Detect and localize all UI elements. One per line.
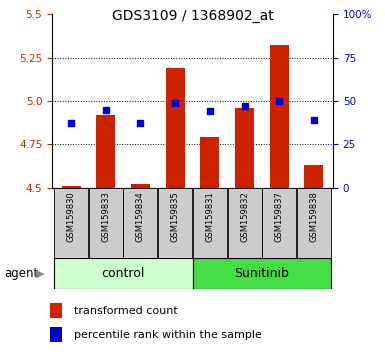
Point: [137, 121, 144, 126]
Bar: [192, 258, 331, 289]
Bar: [235, 108, 254, 188]
Text: agent: agent: [4, 267, 38, 280]
Text: GSM159837: GSM159837: [275, 191, 284, 242]
Bar: [62, 186, 80, 188]
Bar: [50, 327, 62, 342]
Text: GSM159831: GSM159831: [205, 191, 214, 242]
Text: control: control: [101, 267, 145, 280]
Bar: [200, 137, 219, 188]
Text: GDS3109 / 1368902_at: GDS3109 / 1368902_at: [112, 9, 273, 23]
Bar: [54, 258, 192, 289]
Bar: [270, 45, 289, 188]
Point: [241, 103, 248, 109]
Bar: [131, 184, 150, 188]
Bar: [54, 188, 88, 258]
Bar: [297, 188, 331, 258]
Text: GSM159832: GSM159832: [240, 191, 249, 242]
Bar: [50, 303, 62, 318]
Point: [207, 108, 213, 114]
Text: Sunitinib: Sunitinib: [234, 267, 290, 280]
Point: [311, 117, 317, 123]
Point: [276, 98, 282, 104]
Bar: [96, 115, 115, 188]
Bar: [228, 188, 261, 258]
Text: GSM159833: GSM159833: [101, 191, 110, 242]
Point: [68, 121, 74, 126]
Bar: [158, 188, 192, 258]
Point: [103, 107, 109, 113]
Bar: [262, 188, 296, 258]
Text: transformed count: transformed count: [74, 306, 177, 316]
Bar: [305, 165, 323, 188]
Bar: [89, 188, 123, 258]
Bar: [193, 188, 227, 258]
Text: ▶: ▶: [36, 268, 44, 279]
Text: GSM159830: GSM159830: [67, 191, 75, 242]
Text: GSM159835: GSM159835: [171, 191, 180, 242]
Text: GSM159834: GSM159834: [136, 191, 145, 242]
Text: GSM159838: GSM159838: [310, 191, 318, 242]
Text: percentile rank within the sample: percentile rank within the sample: [74, 330, 262, 339]
Point: [172, 100, 178, 105]
Bar: [124, 188, 157, 258]
Bar: [166, 68, 185, 188]
